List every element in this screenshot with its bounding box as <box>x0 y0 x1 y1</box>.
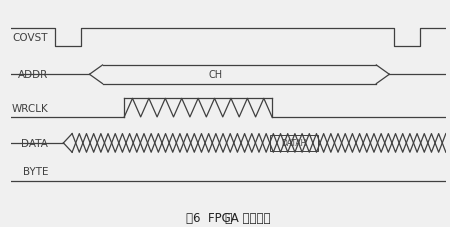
Text: DATA: DATA <box>21 138 48 148</box>
Text: COVST: COVST <box>13 33 48 43</box>
Text: ADDR: ADDR <box>18 70 48 80</box>
Text: DATAH: DATAH <box>281 139 306 148</box>
Text: 图: 图 <box>225 211 232 224</box>
FancyBboxPatch shape <box>270 135 318 151</box>
Text: 图6  FPGA 控制时序: 图6 FPGA 控制时序 <box>186 211 271 224</box>
Text: CH: CH <box>208 70 223 80</box>
Text: WRCLK: WRCLK <box>11 103 48 113</box>
Text: BYTE: BYTE <box>22 167 48 177</box>
